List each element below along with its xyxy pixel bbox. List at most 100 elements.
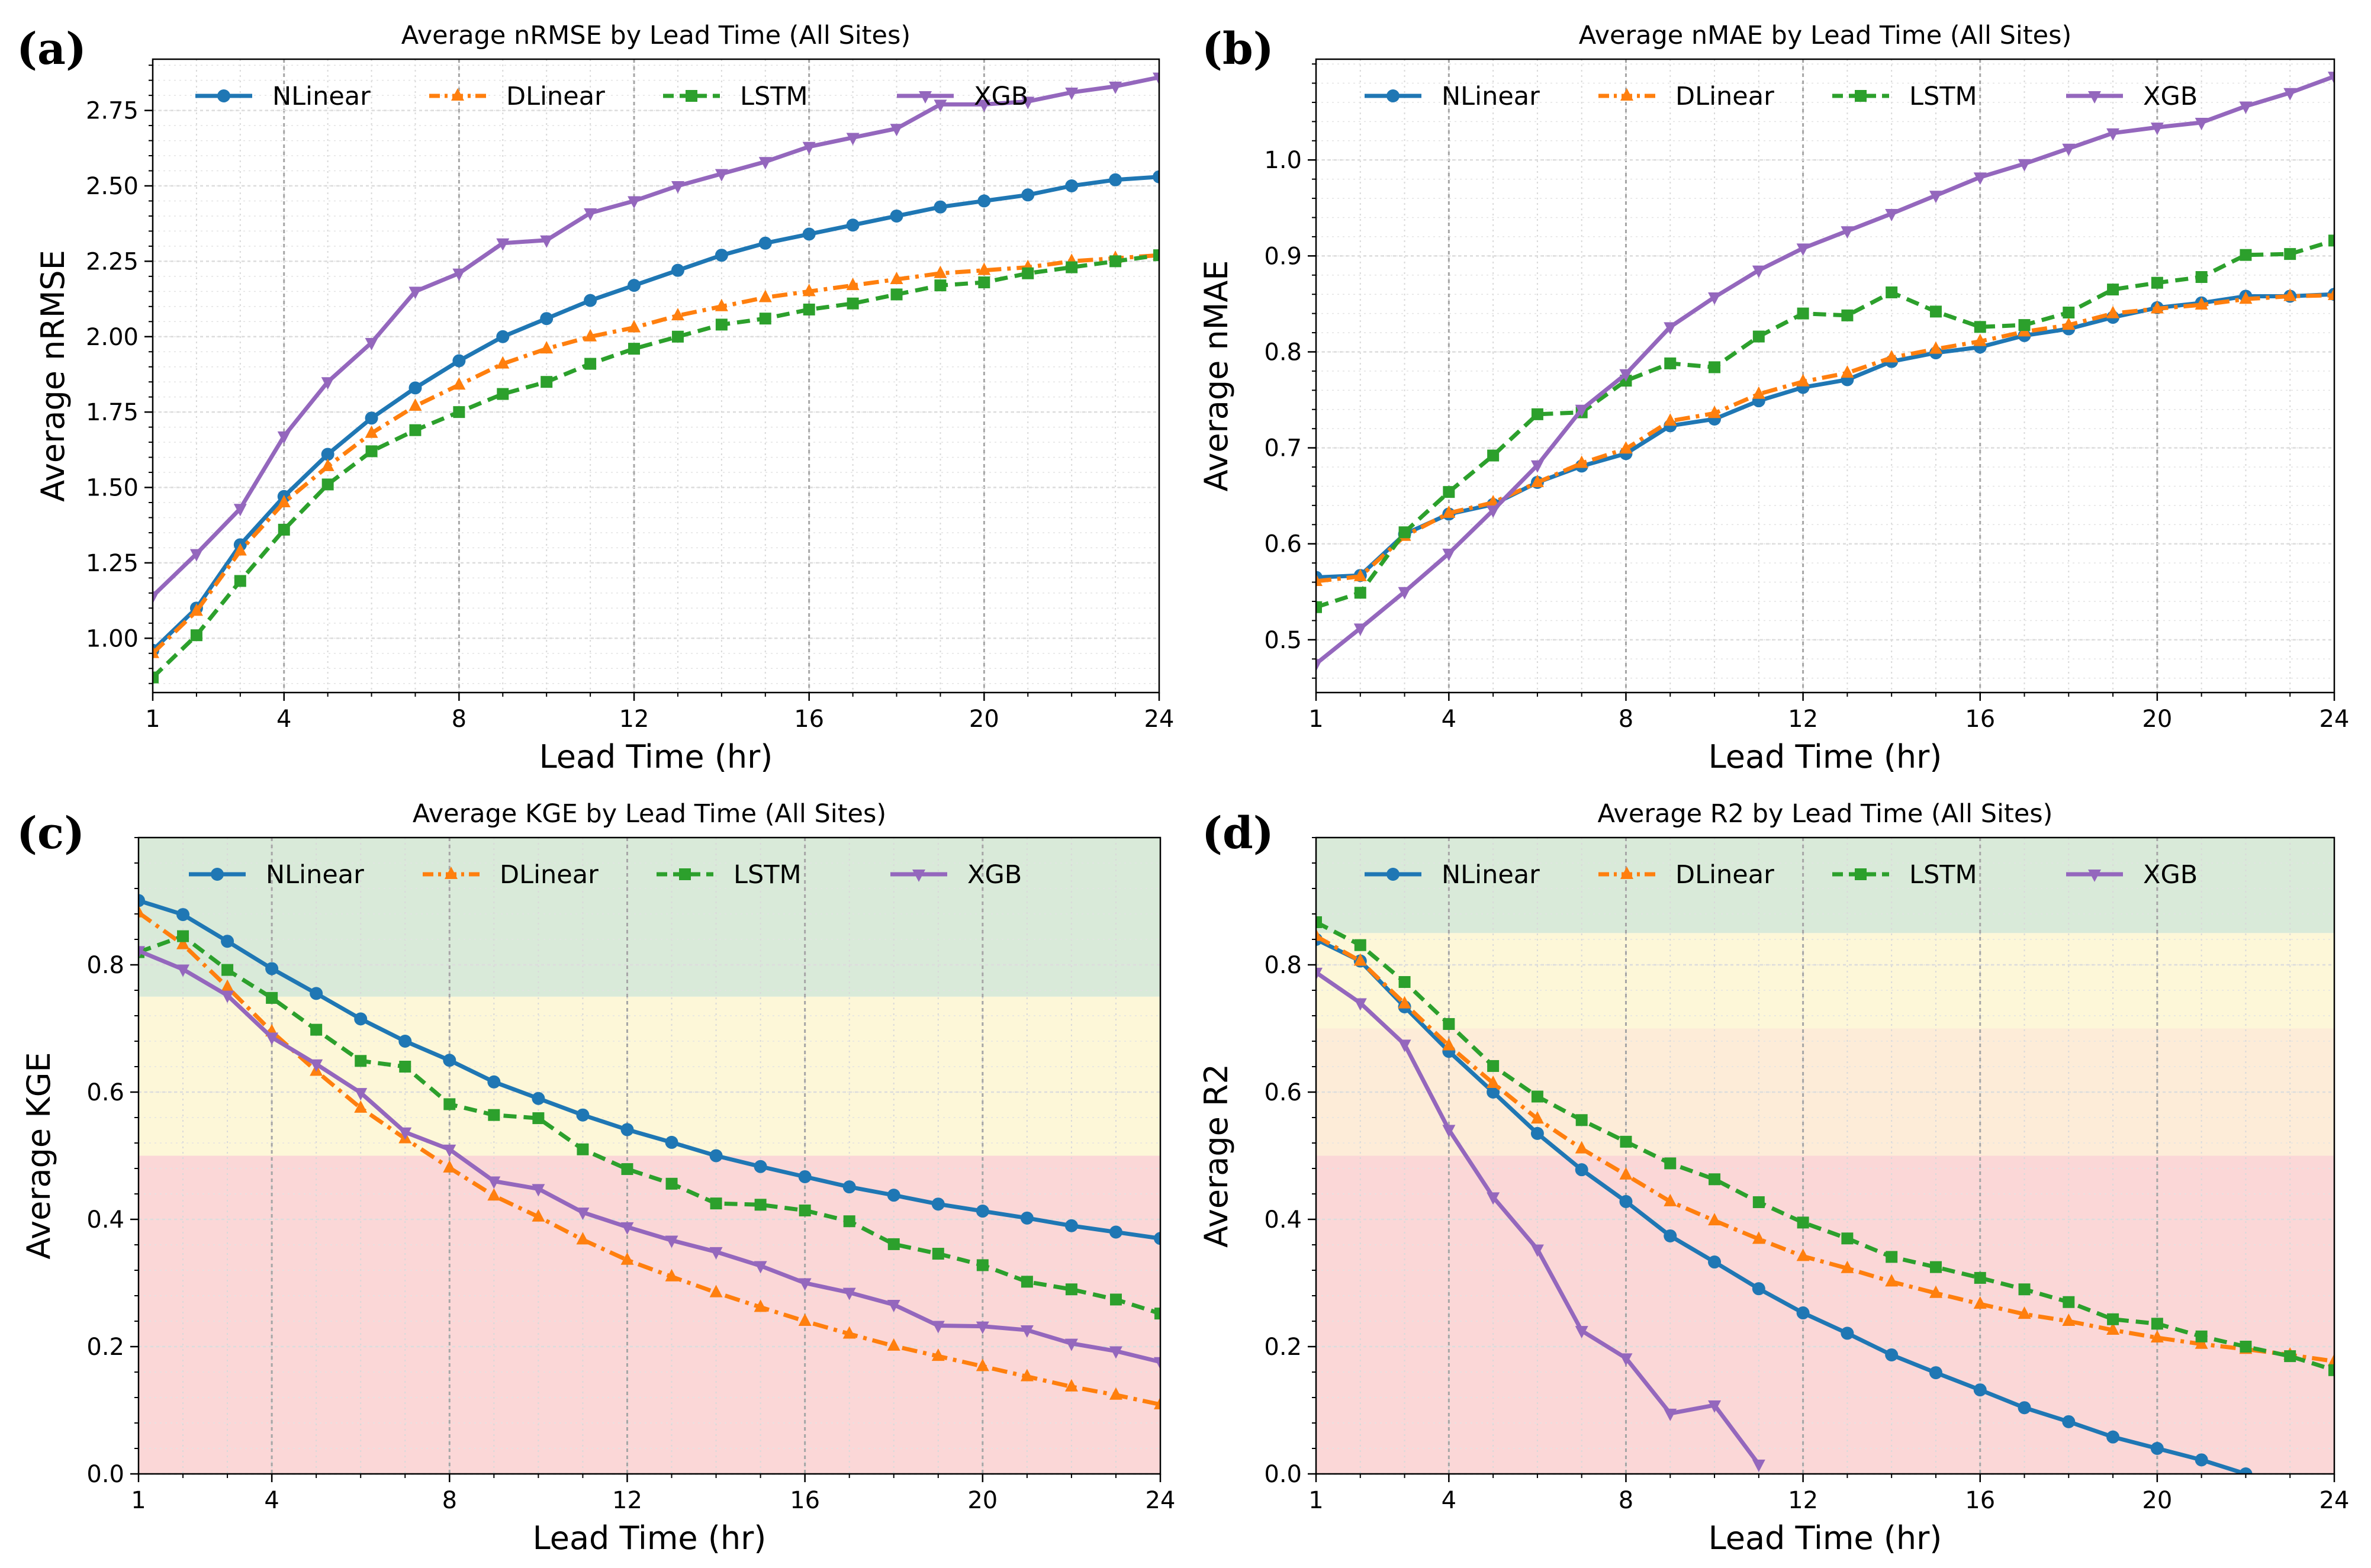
data-point-nlinear-d <box>2195 1453 2208 1467</box>
data-point-nlinear-d <box>1664 1229 1677 1242</box>
data-point-xgb-a <box>321 377 334 390</box>
data-point-dlinear-a <box>584 329 597 342</box>
data-point-nlinear-d <box>1973 1383 1987 1397</box>
chart-panel-a: 1 4 8 12 16 20 24 1.00 1.25 1.50 1.75 2.00 2.25 2.50 2… <box>34 21 1174 775</box>
data-point-xgb-a <box>628 196 641 209</box>
x-tick-label-b-5: 20 <box>2142 706 2172 733</box>
data-point-xgb-d <box>1530 1244 1544 1257</box>
data-point-lstm-d <box>2018 1283 2031 1296</box>
data-point-dlinear-c <box>931 1348 945 1361</box>
data-point-dlinear-a <box>277 495 291 507</box>
data-point-lstm-b <box>2328 234 2334 247</box>
series-line-xgb-c <box>139 949 1160 1364</box>
data-point-xgb-d <box>1664 1408 1677 1421</box>
data-point-lstm-a <box>234 575 246 587</box>
data-point-dlinear-b <box>1442 505 1456 518</box>
y-tick-label-a-4: 2.00 <box>86 324 139 351</box>
y-tick-label-b-0: 0.5 <box>1264 627 1302 654</box>
data-point-dlinear-b <box>2195 297 2208 310</box>
data-point-lstm-d <box>1664 1157 1677 1170</box>
data-point-lstm-d <box>1354 939 1366 951</box>
x-tick-label-c-6: 24 <box>1146 1487 1176 1514</box>
data-point-xgb-b <box>1708 292 1722 305</box>
y-tick-label-d-3: 0.6 <box>1264 1079 1302 1106</box>
data-point-nlinear-a <box>934 200 947 214</box>
data-point-dlinear-b <box>2283 288 2297 301</box>
data-point-nlinear-c <box>1064 1219 1078 1232</box>
data-point-xgb-a <box>452 268 466 281</box>
data-point-nlinear-c <box>354 1012 368 1026</box>
data-point-dlinear-a <box>496 356 510 369</box>
panel-letter-d: (d) <box>1202 808 1274 859</box>
data-point-xgb-b <box>2283 88 2297 101</box>
legend-label-xgb-d: XGB <box>2143 860 2198 890</box>
data-point-lstm-a <box>1066 261 1078 273</box>
y-tick-label-a-1: 1.25 <box>86 550 139 577</box>
data-point-xgb-c <box>576 1208 590 1221</box>
data-point-dlinear-c <box>1064 1379 1078 1392</box>
data-point-dlinear-b <box>2150 301 2164 314</box>
data-point-nlinear-c <box>1154 1232 1160 1245</box>
data-point-xgb-c <box>887 1300 900 1313</box>
data-point-lstm-a <box>1022 267 1034 279</box>
data-point-lstm-a <box>453 406 465 418</box>
data-point-nlinear-c <box>976 1205 989 1218</box>
x-tick-label-b-3: 12 <box>1788 706 1818 733</box>
data-point-nlinear-d <box>1929 1366 1942 1380</box>
data-point-xgb-c <box>221 990 234 1003</box>
data-point-nlinear-d <box>2239 1467 2253 1474</box>
data-point-xgb-b <box>2195 118 2208 130</box>
data-point-dlinear-c <box>487 1188 501 1201</box>
data-point-nlinear-c <box>887 1189 900 1202</box>
legend-marker-xgb-a <box>919 91 932 104</box>
data-point-lstm-a <box>847 297 859 310</box>
data-point-lstm-c <box>1154 1308 1160 1320</box>
x-tick-label-b-6: 24 <box>2319 706 2350 733</box>
y-tick-label-d-4: 0.8 <box>1264 952 1302 979</box>
zone-band-c-1 <box>139 996 1160 1156</box>
data-point-lstm-d <box>1886 1251 1898 1263</box>
data-point-xgb-b <box>1664 322 1677 335</box>
x-axis-label-c: Lead Time (hr) <box>533 1519 767 1557</box>
legend-marker-lstm-d <box>1855 868 1867 880</box>
data-point-xgb-a <box>153 591 159 604</box>
data-point-lstm-d <box>1316 916 1322 928</box>
data-point-xgb-b <box>1530 460 1544 473</box>
y-tick-label-a-2: 1.50 <box>86 475 139 502</box>
data-point-dlinear-b <box>1530 474 1544 487</box>
data-point-xgb-c <box>931 1321 945 1334</box>
data-point-xgb-a <box>1153 72 1159 85</box>
data-point-nlinear-a <box>671 263 684 277</box>
x-tick-label-d-0: 1 <box>1308 1487 1323 1514</box>
x-tick-label-c-3: 12 <box>612 1487 642 1514</box>
data-point-dlinear-d <box>2328 1353 2334 1366</box>
data-point-xgb-c <box>265 1032 279 1045</box>
legend-marker-dlinear-a <box>451 88 464 101</box>
data-point-lstm-b <box>1316 601 1322 613</box>
data-point-dlinear-a <box>671 308 684 321</box>
legend-d: NLinear DLinear LSTM XGB <box>1365 860 2198 890</box>
chart-panel-c: 1 4 8 12 16 20 24 0.0 0.2 0.4 0.6 0.8 Average KGE by… <box>20 799 1175 1557</box>
data-point-lstm-b <box>1443 486 1455 498</box>
data-point-dlinear-b <box>2328 287 2334 300</box>
data-point-xgb-a <box>408 286 422 300</box>
data-point-nlinear-c <box>310 987 323 1000</box>
data-point-dlinear-d <box>1929 1285 1942 1298</box>
data-point-xgb-a <box>977 99 991 112</box>
data-point-dlinear-b <box>1796 374 1810 387</box>
data-point-nlinear-c <box>532 1092 545 1105</box>
data-point-nlinear-c <box>709 1149 723 1163</box>
data-point-lstm-c <box>310 1023 323 1036</box>
data-point-nlinear-d <box>1708 1255 1722 1269</box>
data-point-nlinear-c <box>1020 1211 1034 1225</box>
data-point-xgb-a <box>189 549 203 562</box>
legend-label-dlinear-b: DLinear <box>1675 82 1774 111</box>
data-point-dlinear-b <box>1752 386 1765 399</box>
axes-frame-c <box>137 836 1162 1475</box>
data-point-lstm-c <box>843 1215 855 1228</box>
legend-c: NLinear DLinear LSTM XGB <box>189 860 1022 890</box>
data-point-dlinear-c <box>798 1313 812 1326</box>
data-point-dlinear-a <box>890 271 903 284</box>
data-point-xgb-d <box>1487 1192 1500 1205</box>
data-point-dlinear-d <box>2150 1329 2164 1342</box>
